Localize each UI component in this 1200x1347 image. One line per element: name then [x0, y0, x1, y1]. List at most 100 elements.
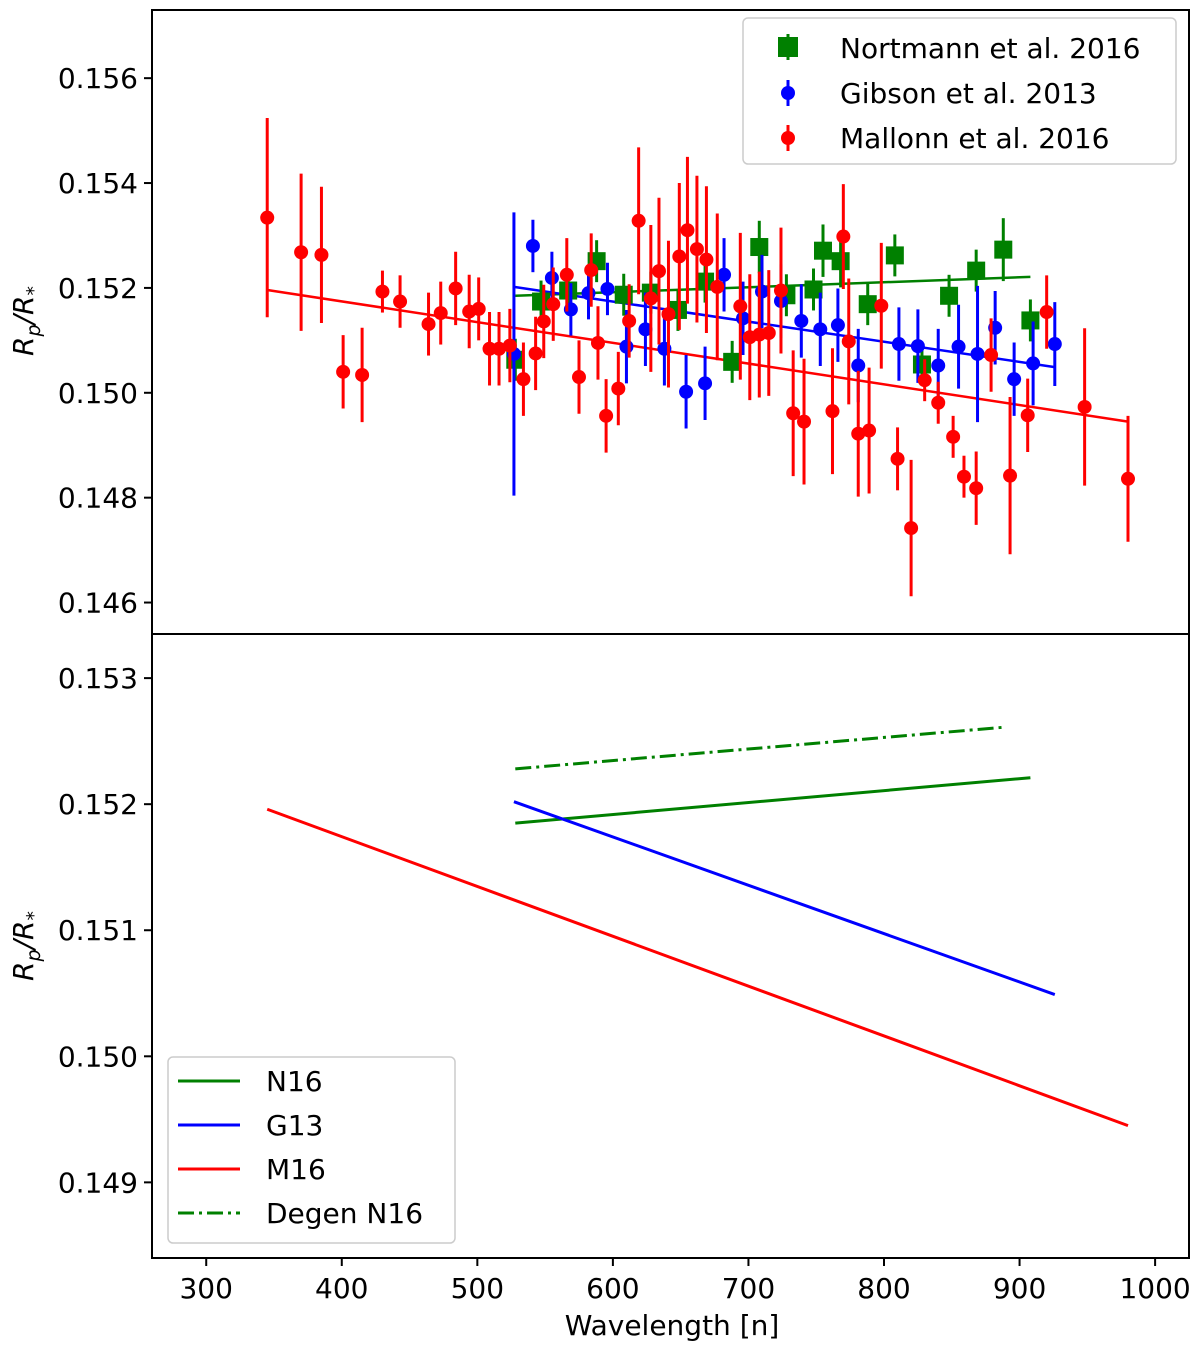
series-line-0 — [515, 776, 1031, 825]
data-point-circle — [689, 242, 704, 257]
data-point-circle — [1020, 408, 1035, 423]
data-point-circle — [1047, 337, 1062, 352]
data-point-circle — [525, 238, 540, 253]
data-point-square — [750, 238, 769, 257]
xtick-label: 900 — [993, 1272, 1046, 1305]
top-ytick-label: 0.156 — [58, 62, 138, 95]
data-point-circle — [421, 317, 436, 332]
data-point-circle — [661, 307, 676, 322]
legend-label-n16: N16 — [266, 1065, 323, 1098]
legend-marker-gibson — [781, 80, 795, 106]
legend-marker-mallonn — [781, 125, 795, 151]
top-ytick-label: 0.146 — [58, 587, 138, 620]
data-point-circle — [970, 346, 985, 361]
data-point-circle — [830, 318, 845, 333]
data-point-circle — [492, 341, 507, 356]
top-ytick-label: 0.148 — [58, 482, 138, 515]
xtick-label: 400 — [315, 1272, 368, 1305]
data-point-circle — [600, 281, 615, 296]
data-point-circle — [680, 223, 695, 238]
data-point-circle — [1007, 372, 1022, 387]
fit-line-0 — [515, 275, 1031, 298]
bottom-legend: N16 G13 M16 Degen N16 — [167, 1056, 456, 1244]
data-point-circle — [755, 284, 769, 299]
data-point-circle — [294, 245, 309, 260]
data-point-circle — [651, 264, 666, 279]
data-point-circle — [931, 358, 946, 373]
data-point-circle — [717, 267, 732, 282]
data-point-circle — [336, 364, 351, 379]
bottom-ylabel-sub2: * — [23, 911, 45, 921]
data-point-circle — [599, 408, 614, 423]
fit-line-2 — [267, 288, 1129, 423]
top-ylabel-main: R — [7, 336, 40, 355]
top-ylabel-sub2: * — [23, 286, 45, 296]
data-point-circle — [813, 322, 828, 337]
data-point-circle — [546, 297, 561, 312]
xtick-label: 300 — [179, 1272, 232, 1305]
fit-line-1 — [513, 285, 1055, 369]
series-line-3 — [515, 725, 1004, 771]
data-point-circle — [260, 210, 275, 225]
data-point-square — [1021, 311, 1040, 330]
data-point-square — [912, 355, 931, 374]
data-point-circle — [672, 249, 687, 264]
series-line-1 — [513, 800, 1056, 996]
legend-label-g13: G13 — [266, 1109, 323, 1142]
legend-label-mallonn: Mallonn et al. 2016 — [840, 122, 1110, 155]
top-ytick-label: 0.154 — [58, 167, 138, 200]
data-point-square — [885, 246, 904, 265]
xtick-label: 500 — [451, 1272, 504, 1305]
legend-label-gibson: Gibson et al. 2013 — [840, 77, 1097, 110]
data-point-circle — [536, 314, 551, 329]
data-point-circle — [890, 451, 905, 466]
data-point-circle — [841, 334, 856, 349]
data-point-circle — [355, 367, 370, 382]
data-point-circle — [631, 213, 646, 228]
data-point-circle — [891, 337, 906, 352]
bottom-y-ticks: 0.149 0.150 0.151 0.152 0.153 — [58, 662, 152, 1199]
data-point-circle — [874, 298, 889, 313]
data-point-circle — [786, 406, 801, 421]
data-point-circle — [956, 469, 971, 484]
data-point-square — [814, 241, 832, 260]
data-point-circle — [904, 521, 919, 536]
data-point-square — [940, 286, 959, 305]
xtick-label: 600 — [586, 1272, 639, 1305]
top-ylabel-sub1: p — [23, 324, 45, 337]
bottom-y-axis-label: Rp/R* — [7, 911, 45, 981]
data-point-circle — [638, 322, 653, 337]
data-point-square — [831, 252, 850, 271]
data-point-circle — [1077, 399, 1092, 414]
bottom-panel: 0.149 0.150 0.151 0.152 0.153 300 400 500 600 70… — [7, 633, 1191, 1342]
bottom-plot-area — [266, 725, 1129, 1128]
data-point-circle — [910, 339, 925, 354]
data-point-circle — [1039, 305, 1054, 320]
xtick-label: 700 — [722, 1272, 775, 1305]
data-point-circle — [528, 346, 543, 361]
bottom-ytick-label: 0.150 — [58, 1040, 138, 1073]
data-point-circle — [836, 229, 851, 244]
legend-label-nortmann: Nortmann et al. 2016 — [840, 32, 1141, 65]
data-point-circle — [1121, 471, 1135, 486]
data-point-circle — [448, 281, 463, 296]
bottom-ytick-label: 0.153 — [58, 662, 138, 695]
bottom-ytick-label: 0.151 — [58, 914, 138, 947]
data-point-circle — [643, 291, 658, 306]
data-point-circle — [679, 384, 694, 399]
bottom-ylabel-sub1: p — [23, 949, 45, 962]
data-point-circle — [1026, 356, 1041, 371]
data-point-circle — [761, 326, 776, 341]
data-point-circle — [969, 481, 984, 496]
data-point-circle — [862, 423, 877, 438]
xtick-label: 800 — [857, 1272, 910, 1305]
data-point-circle — [794, 313, 809, 328]
data-point-circle — [1003, 468, 1018, 483]
top-panel: 0.146 0.148 0.150 0.152 0.154 0.156 Rp/R* Nor… — [7, 9, 1190, 635]
data-point-circle — [584, 263, 599, 278]
data-point-square — [994, 240, 1013, 259]
data-point-circle — [851, 358, 866, 373]
data-point-circle — [471, 301, 486, 316]
bottom-ytick-label: 0.152 — [58, 788, 138, 821]
